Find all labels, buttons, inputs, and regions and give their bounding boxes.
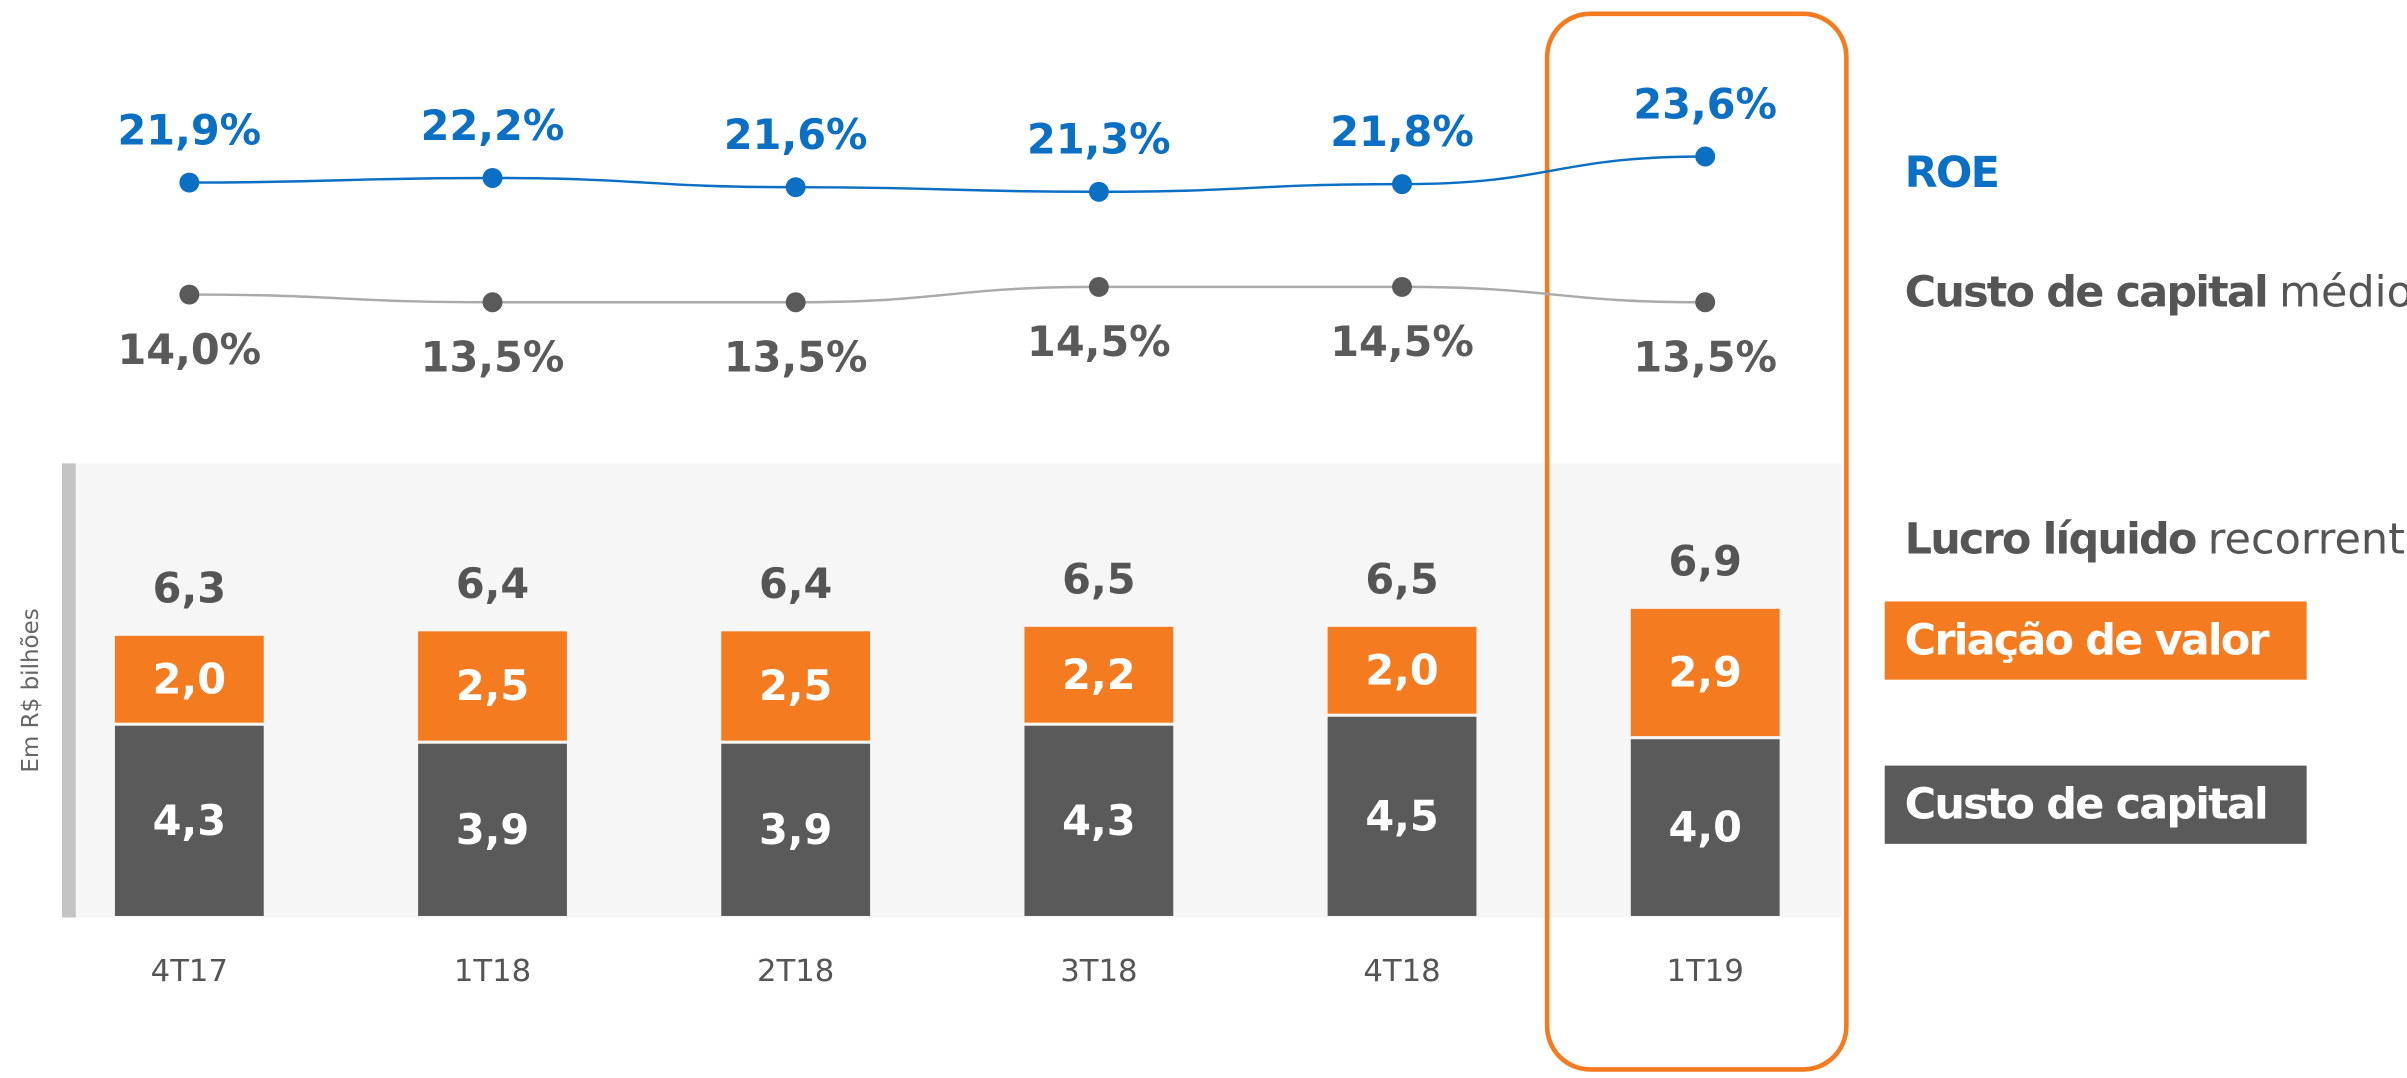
legend-text: ROE (1905, 147, 1998, 197)
point-label: 13,5% (421, 334, 565, 382)
x-tick-label: 4T18 (1363, 954, 1440, 989)
x-tick-label: 1T18 (454, 954, 531, 989)
point-label: 14,0% (118, 326, 262, 374)
point (1392, 174, 1413, 195)
legend-swatch (1884, 601, 2307, 680)
point (482, 168, 503, 188)
bar-label: 3,9 (456, 806, 529, 854)
bar-label: 2,5 (759, 662, 832, 710)
bar (1024, 626, 1174, 723)
point-label: 21,8% (1330, 108, 1474, 156)
x-tick-label: 1T19 (1667, 954, 1744, 989)
bar (418, 743, 567, 916)
point-label: 23,6% (1633, 80, 1777, 128)
bar-label: 4,5 (1365, 792, 1438, 840)
panel (61, 463, 1842, 918)
x-tick-label: 2T18 (757, 954, 834, 989)
bar-label: 2,0 (153, 655, 226, 703)
point-label: 13,5% (724, 334, 868, 382)
point-label: 13,5% (1633, 334, 1777, 382)
bar (721, 743, 871, 916)
legend-text: Lucro líquido (1905, 514, 2196, 564)
bar-label: 2,9 (1669, 649, 1742, 697)
bar (114, 725, 264, 916)
point-label: 21,3% (1027, 116, 1171, 164)
legend-label: ROE (1905, 147, 1998, 197)
bar (114, 635, 264, 723)
point (1088, 181, 1109, 202)
bar (418, 631, 567, 741)
panel-edge (61, 463, 76, 918)
bar-label: 4,0 (1669, 804, 1742, 852)
legend-label: Lucro líquidorecorrente (1905, 514, 2407, 564)
y-axis-label: Em R$ bilhões (18, 608, 44, 772)
legend-swatch (1884, 765, 2307, 844)
bar-label: 2,0 (1365, 646, 1438, 694)
point (785, 292, 806, 313)
total-label: 6,9 (1669, 537, 1742, 585)
x-tick-label: 4T17 (151, 954, 228, 989)
legend-text: médio (2279, 267, 2407, 317)
legend-label: Custo de capital (1905, 780, 2267, 830)
bar (1630, 739, 1780, 916)
bar-label: 4,3 (153, 797, 226, 845)
bar-label: 2,5 (456, 662, 529, 710)
point (179, 172, 200, 193)
highlight-box (1544, 11, 1849, 1072)
line (189, 155, 1706, 194)
point-label: 21,6% (724, 111, 868, 159)
point (1088, 276, 1109, 297)
total-label: 6,4 (456, 560, 529, 608)
point (179, 284, 200, 305)
line (189, 285, 1706, 304)
x-tick-label: 3T18 (1060, 954, 1137, 989)
legend-text: recorrente (2208, 514, 2407, 564)
total-label: 6,5 (1062, 555, 1135, 603)
bar-label: 2,2 (1062, 651, 1135, 699)
bar-label: 4,3 (1062, 797, 1135, 845)
point-label: 22,2% (421, 102, 565, 150)
point (1695, 146, 1716, 167)
point (1392, 276, 1413, 297)
bar (721, 631, 871, 741)
point-label: 21,9% (118, 106, 262, 154)
point (1695, 292, 1716, 313)
point (482, 292, 503, 313)
legend-label: Criação de valor (1905, 615, 2271, 665)
point (785, 177, 806, 198)
legend-text: Custo de capital (1905, 267, 2267, 317)
bar (1630, 608, 1780, 737)
bar (1024, 725, 1174, 916)
legend-label: Custo de capital médio (1905, 267, 2407, 317)
bar-label: 3,9 (759, 806, 832, 854)
total-label: 6,5 (1365, 555, 1438, 603)
point-label: 14,5% (1027, 318, 1171, 366)
point-label: 14,5% (1330, 318, 1474, 366)
total-label: 6,4 (759, 560, 832, 608)
bar (1327, 716, 1477, 916)
bar (1327, 626, 1477, 714)
total-label: 6,3 (153, 564, 226, 612)
